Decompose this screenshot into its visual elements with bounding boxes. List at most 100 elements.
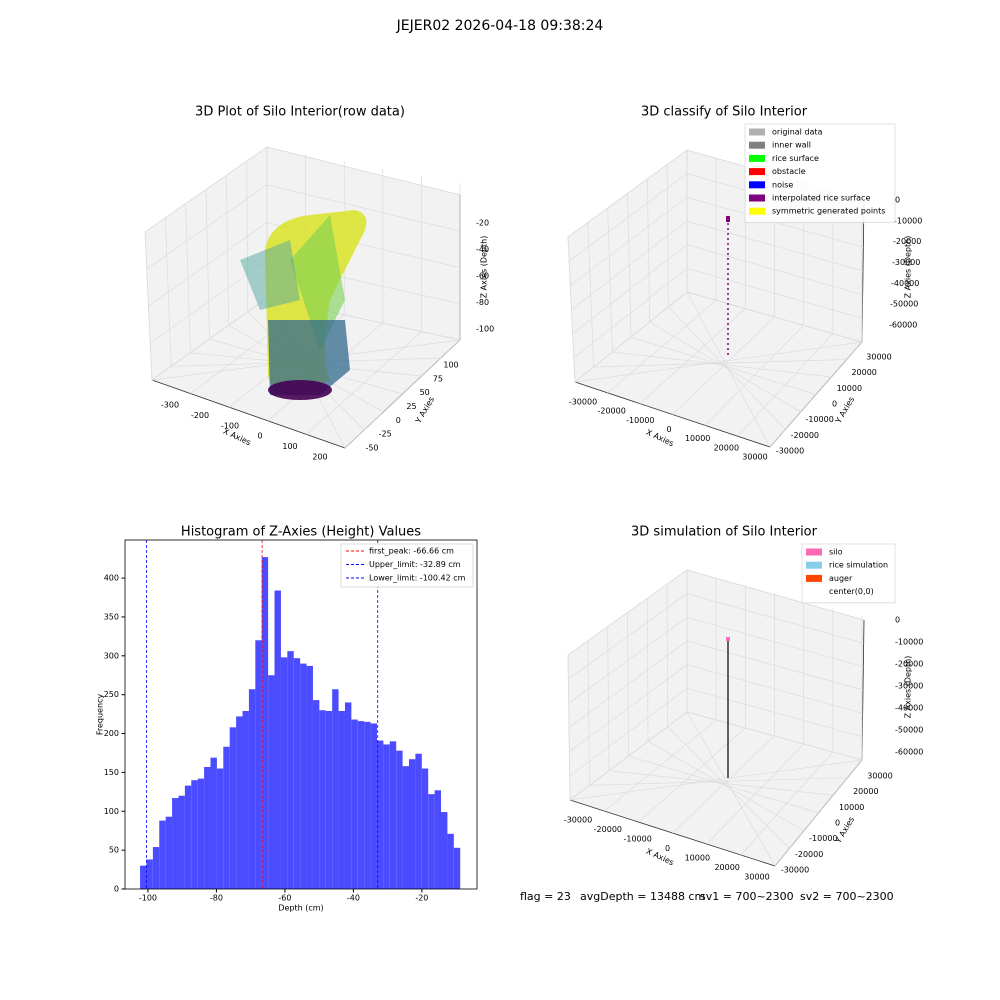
- axes-frame: [124, 539, 478, 890]
- z-axis-label: Z Axies (Depth): [480, 236, 489, 299]
- bar: [229, 727, 237, 889]
- y-tick-label: 250: [104, 690, 119, 699]
- y-tick-label: 0: [396, 416, 401, 425]
- x-axis-label: Depth (cm): [278, 904, 323, 913]
- legend-swatch: [749, 168, 765, 176]
- legend-label: interpolated rice surface: [772, 194, 870, 203]
- grid-line: [608, 770, 834, 796]
- x-tick-label: -300: [161, 401, 179, 410]
- plot-title: 3D simulation of Silo Interior: [631, 525, 818, 540]
- y-tick-label: 0: [832, 400, 837, 409]
- x-tick-label: -10000: [626, 416, 654, 425]
- bar: [293, 658, 301, 889]
- legend-swatch: [749, 141, 765, 149]
- y-tick-label: -25: [379, 430, 392, 439]
- z-tick-label: -60000: [895, 748, 923, 757]
- legend-label: silo: [829, 548, 843, 557]
- x-tick-label: -30000: [564, 816, 592, 825]
- z-tick-label: -60000: [889, 321, 917, 330]
- y-tick-label: 300: [104, 651, 119, 660]
- bar: [165, 816, 173, 889]
- y-tick-label: 0: [835, 819, 840, 828]
- grid-line: [570, 196, 864, 286]
- grid-line: [571, 220, 864, 310]
- y-tick-label: -10000: [805, 415, 833, 424]
- grid-line: [573, 267, 863, 359]
- bar: [172, 798, 179, 889]
- bar: [325, 711, 333, 889]
- x-tick-label: -20: [415, 894, 428, 903]
- bar: [453, 847, 461, 889]
- bar: [216, 768, 224, 889]
- legend-swatch: [806, 548, 822, 556]
- y-tick-label: 30000: [867, 772, 892, 781]
- bar: [184, 785, 192, 889]
- grid-line: [568, 616, 864, 704]
- y-tick-label: 30000: [866, 353, 891, 362]
- legend-swatch: [749, 194, 765, 202]
- bar: [421, 768, 429, 889]
- z-tick-label: -100: [476, 325, 494, 334]
- z-tick-label: -20: [476, 219, 489, 228]
- x-tick-label: 10000: [685, 854, 710, 863]
- x-tick-label: 0: [666, 425, 671, 434]
- legend-label: rice surface: [772, 154, 819, 163]
- bar: [210, 757, 217, 889]
- y-tick-label: 0: [114, 885, 119, 894]
- y-tick-label: -30000: [776, 447, 804, 456]
- bar: [197, 778, 205, 889]
- z-tick-label: -40000: [891, 279, 919, 288]
- legend-box: [744, 123, 896, 223]
- x-tick-label: 30000: [744, 873, 769, 882]
- footer-text: flag = 23: [520, 890, 571, 903]
- bar: [319, 710, 326, 889]
- x-tick-label: 100: [282, 442, 297, 451]
- y-tick-label: 20000: [851, 368, 876, 377]
- bar: [287, 651, 294, 889]
- y-tick-label: -10000: [809, 834, 837, 843]
- bar: [248, 689, 256, 889]
- z-tick-label: 0: [895, 616, 900, 625]
- bar: [370, 723, 377, 889]
- bar: [306, 665, 313, 889]
- grid-line: [144, 146, 461, 233]
- z-tick-label: -40000: [895, 704, 923, 713]
- y-tick-label: 20000: [853, 787, 878, 796]
- legend-label: Upper_limit: -32.89 cm: [369, 560, 461, 569]
- x-tick-label: 200: [312, 453, 327, 462]
- bar: [332, 689, 339, 889]
- bar: [204, 766, 211, 889]
- plot-title: Histogram of Z-Axies (Height) Values: [181, 525, 421, 540]
- grid-line: [567, 569, 865, 656]
- x-tick-label: 0: [665, 844, 670, 853]
- y-tick-label: 10000: [839, 803, 864, 812]
- y-axis-label: Frequency: [96, 694, 105, 736]
- z-tick-label: -10000: [895, 638, 923, 647]
- bar: [300, 663, 307, 889]
- x-tick-label: -100: [221, 421, 239, 430]
- y-tick-label: 50: [420, 388, 430, 397]
- x-tick-label: -20000: [597, 407, 625, 416]
- grid-line: [146, 184, 461, 270]
- legend-label: inner wall: [772, 141, 811, 150]
- bar: [441, 812, 448, 889]
- legend-swatch: [806, 561, 822, 569]
- grid-line: [628, 755, 819, 814]
- footer-text: avgDepth = 13488 cm: [580, 890, 705, 903]
- grid-line: [589, 777, 848, 786]
- x-tick-label: 30000: [742, 453, 767, 462]
- bar: [268, 675, 275, 889]
- y-tick-label: -20000: [791, 431, 819, 440]
- x-tick-label: -40: [347, 894, 360, 903]
- bar: [351, 719, 358, 889]
- legend-label: noise: [772, 180, 793, 189]
- y-tick-label: 150: [104, 768, 119, 777]
- z-tick-label: -30000: [892, 258, 920, 267]
- bar: [255, 640, 262, 889]
- bar: [223, 746, 230, 889]
- bar: [152, 847, 160, 889]
- legend-label: obstacle: [772, 167, 806, 176]
- grid-line: [569, 711, 863, 801]
- grid-line: [630, 336, 817, 395]
